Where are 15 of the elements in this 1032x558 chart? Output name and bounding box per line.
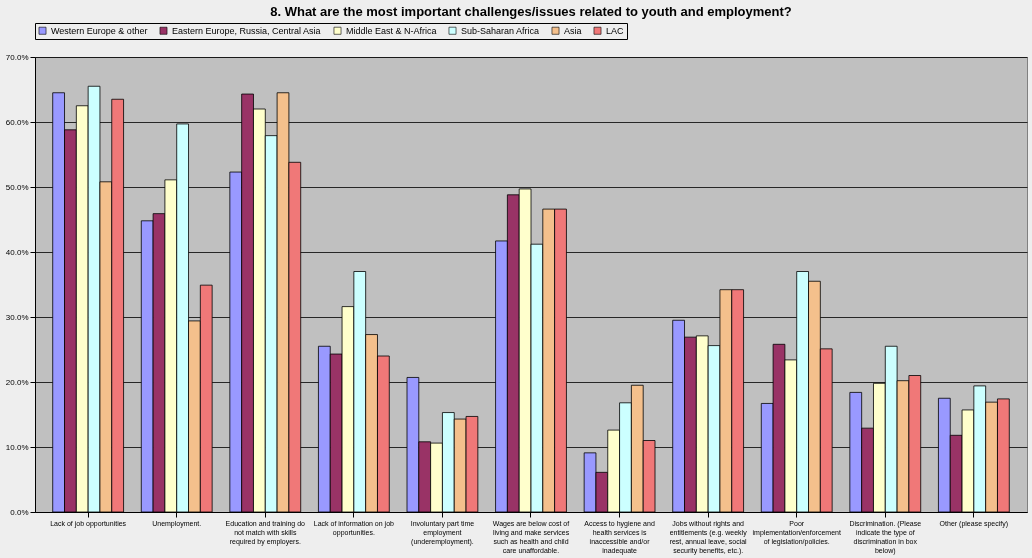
- legend-label: LAC: [606, 25, 625, 36]
- legend-label: Asia: [564, 25, 582, 36]
- y-tick-label: 30.0%: [5, 312, 29, 322]
- legend-label: Middle East & N-Africa: [346, 25, 437, 36]
- legend-label: Eastern Europe, Russia, Central Asia: [172, 25, 321, 36]
- legend-label: Sub-Saharan Africa: [461, 25, 540, 36]
- y-tick-label: 70.0%: [5, 52, 29, 62]
- y-tick-label: 10.0%: [5, 442, 29, 452]
- y-tick-label: 50.0%: [5, 182, 29, 192]
- y-tick-label: 0.0%: [10, 507, 29, 517]
- y-tick-label: 20.0%: [5, 377, 29, 387]
- chart-title: 8. What are the most important challenges/issues related to youth and employment?: [270, 3, 792, 19]
- y-tick-label: 60.0%: [5, 117, 29, 127]
- legend-label: Western Europe & other: [51, 25, 148, 36]
- y-tick-label: 40.0%: [5, 247, 29, 257]
